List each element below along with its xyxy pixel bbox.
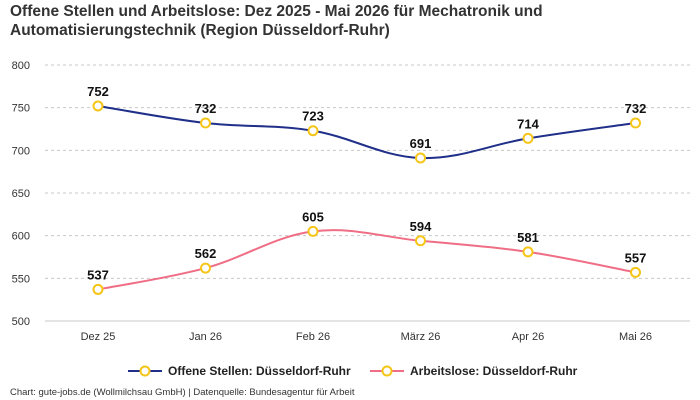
legend-swatch-marker [381, 365, 393, 377]
legend-swatch-marker [139, 365, 151, 377]
data-label: 732 [195, 101, 217, 116]
data-label: 691 [410, 136, 432, 151]
y-axis-tick-labels: 500 550 600 650 700 750 800 [12, 60, 30, 328]
series-line-1 [97, 104, 636, 160]
series-line-2 [97, 229, 636, 291]
series-markers [92, 100, 641, 295]
data-point [630, 266, 641, 278]
legend-label: Offene Stellen: Düsseldorf-Ruhr [168, 364, 351, 378]
x-tick-label: März 26 [401, 331, 441, 343]
data-point [307, 225, 319, 237]
data-label: 605 [302, 209, 324, 224]
data-labels: 752 732 723 691 714 732 537 562 605 594 581 557 [87, 84, 646, 282]
data-point [307, 125, 319, 137]
y-tick-label: 800 [12, 60, 30, 72]
x-tick-label: Jan 26 [189, 331, 222, 343]
legend-item-1[interactable]: Offene Stellen: Düsseldorf-Ruhr [128, 364, 351, 378]
data-label: 714 [517, 116, 539, 131]
data-point [415, 152, 426, 164]
gridlines [45, 64, 690, 322]
x-tick-label: Dez 25 [81, 331, 116, 343]
series-lines [97, 104, 636, 291]
data-point [92, 283, 104, 295]
data-label: 723 [302, 109, 324, 124]
source-note: Chart: gute-jobs.de (Wollmilchsau GmbH) … [10, 387, 355, 398]
data-point [630, 117, 641, 129]
x-tick-label: Feb 26 [296, 331, 330, 343]
y-tick-label: 550 [12, 273, 30, 285]
y-tick-label: 600 [12, 231, 30, 243]
data-label: 557 [625, 250, 647, 265]
data-label: 594 [410, 219, 432, 234]
data-point [522, 246, 534, 258]
y-tick-label: 750 [12, 103, 30, 115]
data-point [200, 117, 211, 129]
legend-label: Arbeitslose: Düsseldorf-Ruhr [410, 364, 578, 378]
data-label: 537 [87, 267, 109, 282]
data-point [415, 235, 426, 247]
data-label: 732 [625, 101, 647, 116]
legend-item-2[interactable]: Arbeitslose: Düsseldorf-Ruhr [370, 364, 578, 378]
data-label: 562 [195, 246, 217, 261]
data-point [200, 262, 211, 274]
y-tick-label: 650 [12, 188, 30, 200]
data-point [522, 132, 534, 144]
data-label: 581 [517, 230, 539, 245]
legend: Offene Stellen: Düsseldorf-Ruhr Arbeitslo… [128, 364, 578, 378]
data-label: 752 [87, 84, 109, 99]
x-tick-label: Apr 26 [512, 331, 544, 343]
data-point [92, 100, 104, 112]
y-tick-label: 700 [12, 145, 30, 157]
x-tick-label: Mai 26 [619, 331, 652, 343]
chart-title: Offene Stellen und Arbeitslose: Dez 2025… [10, 3, 543, 39]
x-axis-tick-labels: Dez 25 Jan 26 Feb 26 März 26 Apr 26 Mai 26 [81, 331, 652, 343]
y-tick-label: 500 [12, 316, 30, 328]
